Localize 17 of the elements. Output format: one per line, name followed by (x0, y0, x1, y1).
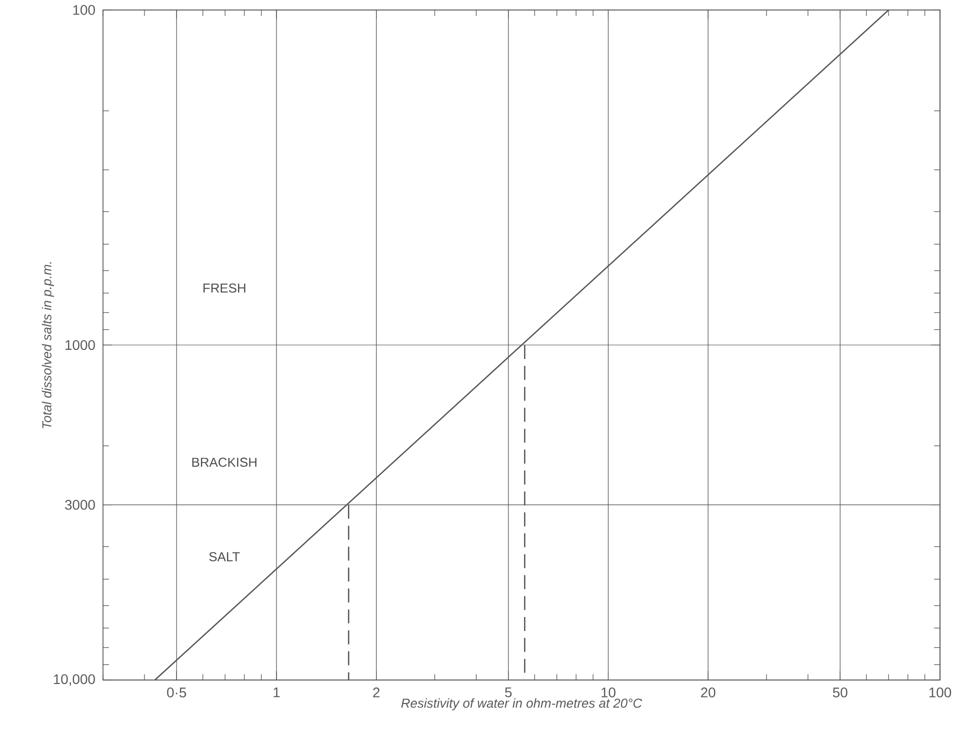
x-tick-label: 2 (373, 688, 380, 698)
annotation: SALT (209, 552, 240, 562)
y-tick-label: 1000 (66, 340, 95, 350)
x-tick-label: 50 (832, 688, 848, 698)
x-tick-label: 0·5 (167, 688, 186, 698)
y-axis-title: Total dissolved salts in p.p.m. (42, 262, 54, 428)
y-tick-label: 10,000 (54, 674, 95, 686)
y-tick-label: 100 (73, 5, 95, 15)
annotation: FRESH (203, 283, 246, 293)
x-tick-label: 100 (929, 688, 952, 698)
x-axis-title: Resistivity of water in ohm-metres at 20°C (401, 698, 642, 710)
x-tick-label: 10 (602, 688, 616, 698)
y-tick-label: 3000 (64, 500, 95, 510)
x-tick-label: 1 (274, 688, 280, 698)
x-tick-label: 5 (505, 688, 512, 698)
x-tick-label: 20 (701, 688, 716, 698)
annotation: BRACKISH (192, 458, 256, 467)
